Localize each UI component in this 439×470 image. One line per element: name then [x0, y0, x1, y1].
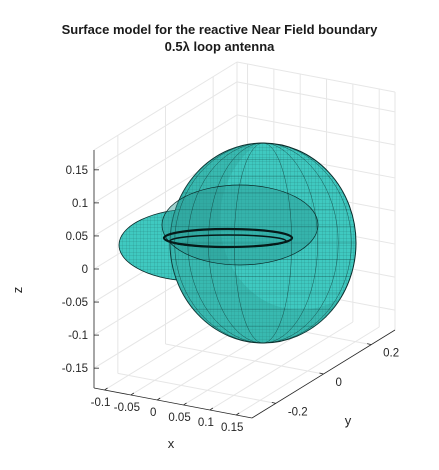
- x-tick-mark: [130, 392, 135, 396]
- y-tick-mark: [271, 401, 276, 404]
- y-tick-mark: [367, 343, 372, 346]
- y-tick-label: -0.2: [288, 406, 308, 418]
- z-tick-label: 0: [82, 264, 88, 276]
- y-tick-label: 0.2: [383, 348, 399, 360]
- x-tick-label: 0.1: [198, 417, 214, 429]
- x-tick-mark: [235, 412, 240, 416]
- z-tick-label: 0.05: [66, 231, 88, 243]
- z-tick-label: -0.15: [62, 363, 88, 375]
- x-tick-mark: [183, 402, 187, 406]
- x-tick-label: 0.15: [221, 422, 243, 434]
- x-tick-label: -0.1: [91, 397, 111, 409]
- x-axis-line: [93, 387, 253, 419]
- x-axis-label: x: [168, 436, 175, 451]
- grid-line: [236, 114, 396, 146]
- x-tick-label: 0: [150, 407, 156, 419]
- surface-band-outer: [161, 184, 319, 266]
- z-axis-label: z: [10, 287, 25, 294]
- axes-box: [93, 150, 396, 419]
- x-tick-mark: [156, 397, 161, 401]
- z-tick-label: 0.1: [72, 198, 88, 210]
- grid-line: [117, 372, 276, 404]
- z-tick-label: 0.15: [66, 165, 88, 177]
- x-tick-label: 0.05: [168, 412, 190, 424]
- grid-line: [165, 343, 324, 375]
- chart-title-line-2: 0.5λ loop antenna: [164, 39, 275, 54]
- grid-line: [93, 61, 238, 151]
- y-axis-label: y: [345, 413, 352, 428]
- x-tick-label: -0.05: [114, 402, 140, 414]
- chart-title-line-1: Surface model for the reactive Near Fiel…: [61, 22, 378, 37]
- grid-line: [236, 61, 396, 93]
- x-tick-mark: [104, 387, 108, 391]
- z-tick-label: -0.05: [62, 297, 88, 309]
- surface-model: [118, 142, 357, 344]
- x-tick-mark: [209, 407, 214, 411]
- loop-ring-inner: [169, 234, 287, 248]
- y-tick-label: 0: [336, 377, 342, 389]
- grid-line: [236, 81, 396, 113]
- z-tick-label: -0.1: [68, 330, 88, 342]
- surface-meridians: [170, 142, 356, 344]
- y-tick-mark: [319, 372, 324, 375]
